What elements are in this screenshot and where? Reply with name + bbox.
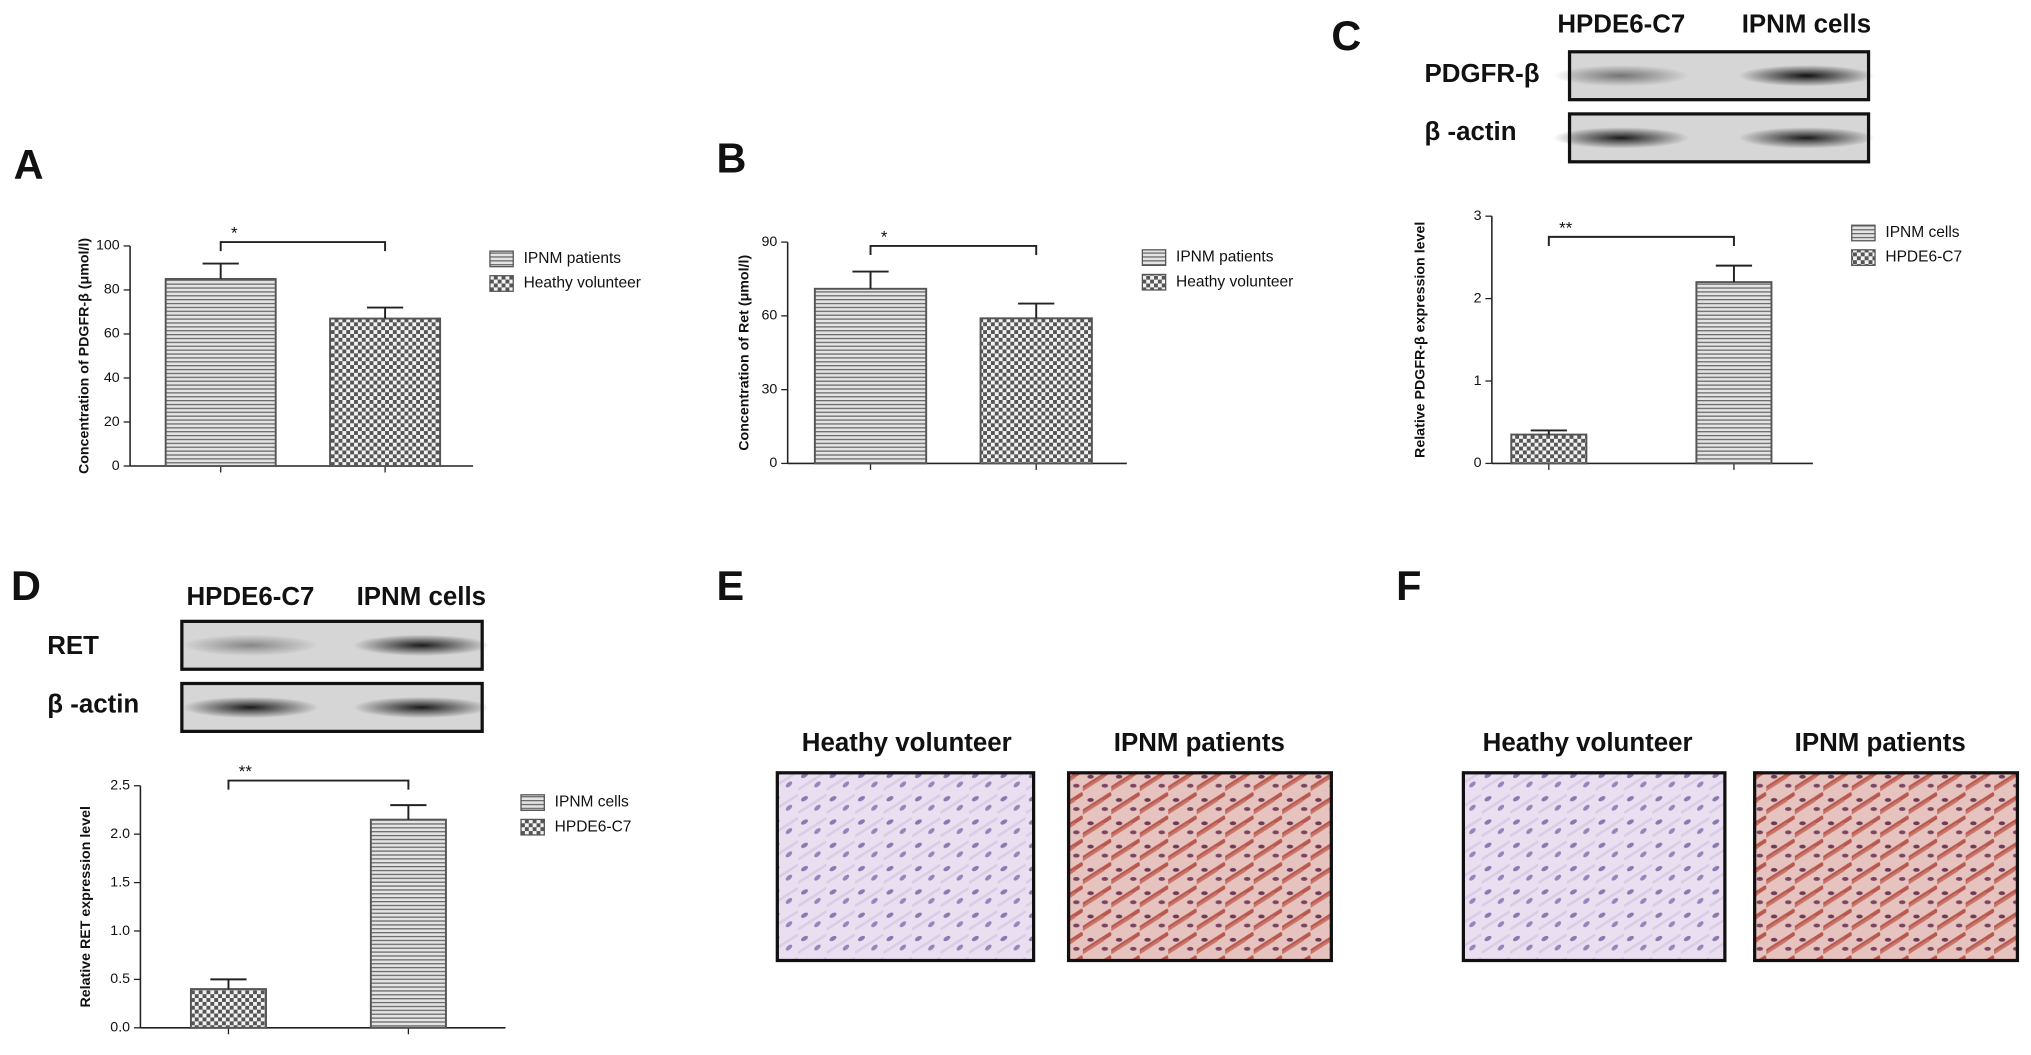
blot-band	[353, 696, 490, 719]
legend-label: IPNM cells	[555, 794, 629, 811]
image-label: Heathy volunteer	[802, 729, 1012, 757]
legend-swatch	[1851, 249, 1876, 267]
y-tick-label: 0.5	[110, 971, 130, 987]
blot-band	[182, 696, 319, 719]
legend-swatch	[1141, 273, 1167, 291]
y-tick-label: 1.0	[110, 923, 130, 939]
significance-mark: **	[239, 762, 253, 781]
y-tick-label: 2.0	[110, 826, 130, 842]
blot-row-label: RET	[47, 632, 99, 660]
blot-column-label: IPNM cells	[357, 583, 486, 611]
legend-label: Heathy volunteer	[524, 275, 641, 292]
y-tick-label: 60	[104, 326, 120, 342]
tissue-image	[1461, 771, 1727, 963]
y-tick-label: 0.0	[110, 1020, 130, 1036]
blot-band	[1738, 65, 1875, 87]
legend-swatch	[1851, 224, 1876, 242]
y-tick-label: 80	[104, 282, 120, 298]
error-bar	[1018, 302, 1055, 319]
blot-row-label: PDGFR-β	[1425, 60, 1540, 88]
y-axis-label: Relative PDGFR-β expression level	[1412, 222, 1428, 458]
blot-band	[1738, 127, 1875, 149]
error-bar	[366, 306, 404, 319]
bar	[369, 818, 447, 1029]
legend-swatch	[1141, 249, 1167, 267]
blot-band	[1553, 127, 1690, 149]
error-bar	[210, 978, 247, 990]
panel-letter: D	[11, 563, 41, 609]
image-label: IPNM patients	[1114, 729, 1285, 757]
error-bar	[1715, 264, 1753, 283]
image-label: Heathy volunteer	[1483, 729, 1693, 757]
bar	[979, 317, 1093, 465]
blot-column-label: HPDE6-C7	[186, 583, 314, 611]
y-tick-label: 0	[1474, 455, 1482, 471]
panel-letter: C	[1331, 13, 1361, 59]
error-bar	[852, 270, 889, 289]
panel-letter: E	[716, 563, 744, 609]
y-tick-label: 20	[104, 414, 120, 430]
blot-column-label: IPNM cells	[1742, 11, 1871, 39]
image-label: IPNM patients	[1795, 729, 1966, 757]
y-tick-label: 2	[1474, 290, 1482, 306]
legend-swatch	[489, 250, 514, 268]
bar	[1695, 281, 1773, 465]
y-tick-label: 60	[761, 308, 777, 324]
blot-row-label: β -actin	[47, 690, 139, 718]
significance-mark: *	[881, 228, 888, 247]
y-axis-label: Concentration of PDGFR-β (μmol/l)	[77, 238, 93, 474]
y-tick-label: 0	[769, 455, 777, 471]
bar	[189, 988, 267, 1029]
panel-letter: A	[14, 142, 44, 188]
significance-mark: **	[1559, 219, 1573, 238]
tissue-image	[1753, 771, 2020, 963]
y-tick-label: 2.5	[110, 778, 130, 794]
panel-letter: F	[1396, 563, 1421, 609]
significance-bracket	[227, 779, 410, 790]
y-tick-label: 40	[104, 370, 120, 386]
legend-label: Heathy volunteer	[1176, 273, 1293, 290]
significance-bracket	[869, 244, 1038, 256]
legend-swatch	[520, 794, 545, 811]
y-tick-label: 90	[761, 234, 777, 250]
bar	[1510, 433, 1588, 465]
y-axis-label: Relative RET expression level	[78, 806, 94, 1008]
y-tick-label: 100	[96, 238, 120, 254]
significance-bracket	[1547, 235, 1735, 246]
y-tick-label: 0	[112, 458, 120, 474]
blot-band	[353, 634, 490, 656]
significance-mark: *	[231, 224, 238, 243]
error-bar	[202, 262, 239, 279]
y-tick-label: 1	[1474, 373, 1482, 389]
blot-band	[1553, 65, 1690, 87]
y-tick-label: 1.5	[110, 874, 130, 890]
blot-band	[182, 634, 319, 656]
error-bar	[1530, 429, 1567, 435]
y-tick-label: 30	[761, 381, 777, 397]
bar	[329, 317, 442, 467]
blot-row-label: β -actin	[1425, 118, 1517, 146]
legend-label: HPDE6-C7	[555, 818, 632, 835]
panel-letter: B	[716, 136, 746, 182]
legend-label: IPNM cells	[1885, 224, 1959, 241]
significance-bracket	[219, 241, 387, 252]
legend-swatch	[520, 818, 545, 836]
tissue-image	[1066, 771, 1333, 963]
y-axis-label: Concentration of Ret (μmol/l)	[737, 255, 753, 451]
y-tick-label: 3	[1474, 208, 1482, 224]
error-bar	[390, 804, 427, 820]
blot-column-label: HPDE6-C7	[1557, 11, 1685, 39]
bar	[164, 277, 277, 467]
legend-label: HPDE6-C7	[1885, 249, 1962, 266]
legend-swatch	[489, 275, 514, 292]
legend-label: IPNM patients	[1176, 249, 1274, 266]
tissue-image	[775, 771, 1036, 963]
bar	[813, 287, 928, 465]
legend-label: IPNM patients	[524, 250, 622, 267]
